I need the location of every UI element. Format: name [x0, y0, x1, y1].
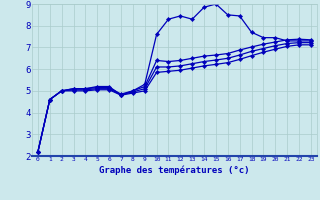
X-axis label: Graphe des températures (°c): Graphe des températures (°c) [99, 165, 250, 175]
